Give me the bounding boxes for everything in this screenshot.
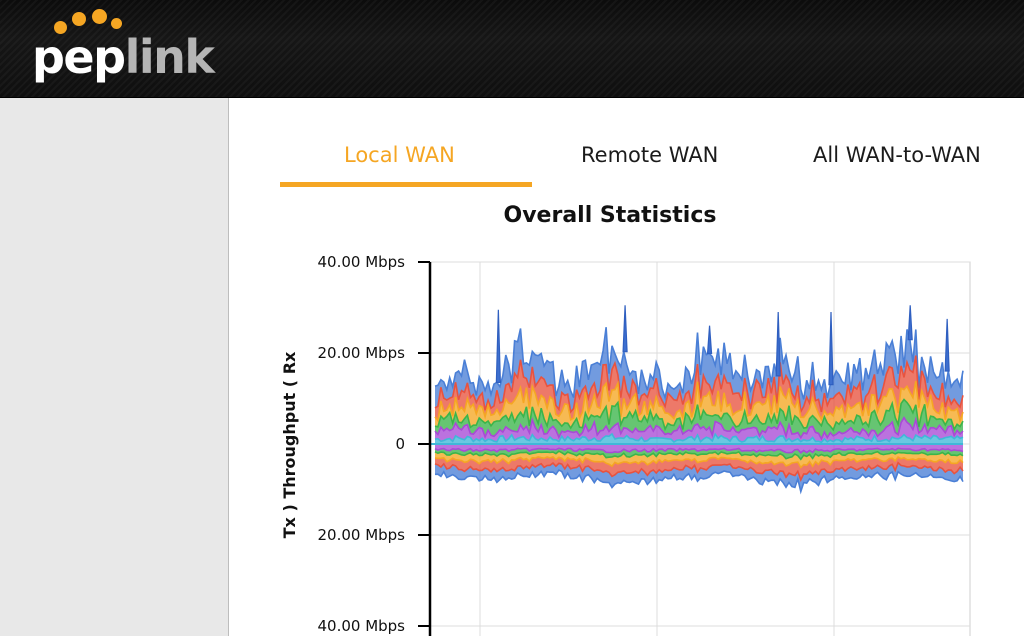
rx-spike (944, 318, 950, 372)
logo-wordmark: peplink (32, 30, 215, 84)
rx-series-line (434, 398, 964, 432)
rx-series-line (434, 380, 964, 424)
tx-series-line (434, 469, 964, 495)
tx-series-line (434, 447, 964, 454)
left-sidebar (0, 98, 229, 636)
peplink-logo[interactable]: peplink (30, 8, 215, 92)
active-tab-underline (280, 182, 532, 187)
logo-dot (72, 12, 86, 26)
y-tick-label: 40.00 Mbps (317, 253, 405, 271)
logo-dot (54, 21, 67, 34)
tab-all-wan-to-wan[interactable]: All WAN-to-WAN (813, 143, 981, 167)
rx-spike (907, 305, 913, 341)
rx-series-line (434, 355, 964, 415)
rx-spike (828, 312, 834, 386)
tx-series-area (435, 462, 963, 492)
tab-remote-wan[interactable]: Remote WAN (581, 143, 719, 167)
tx-series-line (434, 450, 964, 461)
rx-series-line (434, 416, 964, 441)
rx-spike (622, 305, 628, 353)
rx-series-area (435, 417, 963, 443)
tx-series-area (435, 448, 963, 460)
rx-spike (495, 309, 501, 383)
top-header-bar (0, 0, 1024, 98)
y-tick-label: 40.00 Mbps (317, 617, 405, 635)
rx-series-line (434, 432, 964, 444)
y-tick-label: 20.00 Mbps (317, 344, 405, 362)
tx-series-line (434, 461, 964, 482)
rx-series-area (435, 327, 963, 412)
rx-series-area (435, 399, 963, 439)
rx-series-line (434, 327, 964, 401)
rx-spike (775, 312, 781, 377)
rx-spike (706, 325, 713, 354)
logo-dot (111, 18, 122, 29)
logo-dot (92, 9, 107, 24)
tx-series-line (434, 455, 964, 469)
chart-title: Overall Statistics (503, 203, 717, 228)
y-tick-label: 0 (395, 435, 405, 453)
y-tick-label: 20.00 Mbps (317, 526, 405, 544)
y-axis-label: Tx ) Throughput ( Rx (280, 351, 299, 538)
tx-series-area (435, 456, 963, 480)
tab-local-wan[interactable]: Local WAN (344, 143, 455, 167)
rx-series-area (435, 381, 963, 430)
